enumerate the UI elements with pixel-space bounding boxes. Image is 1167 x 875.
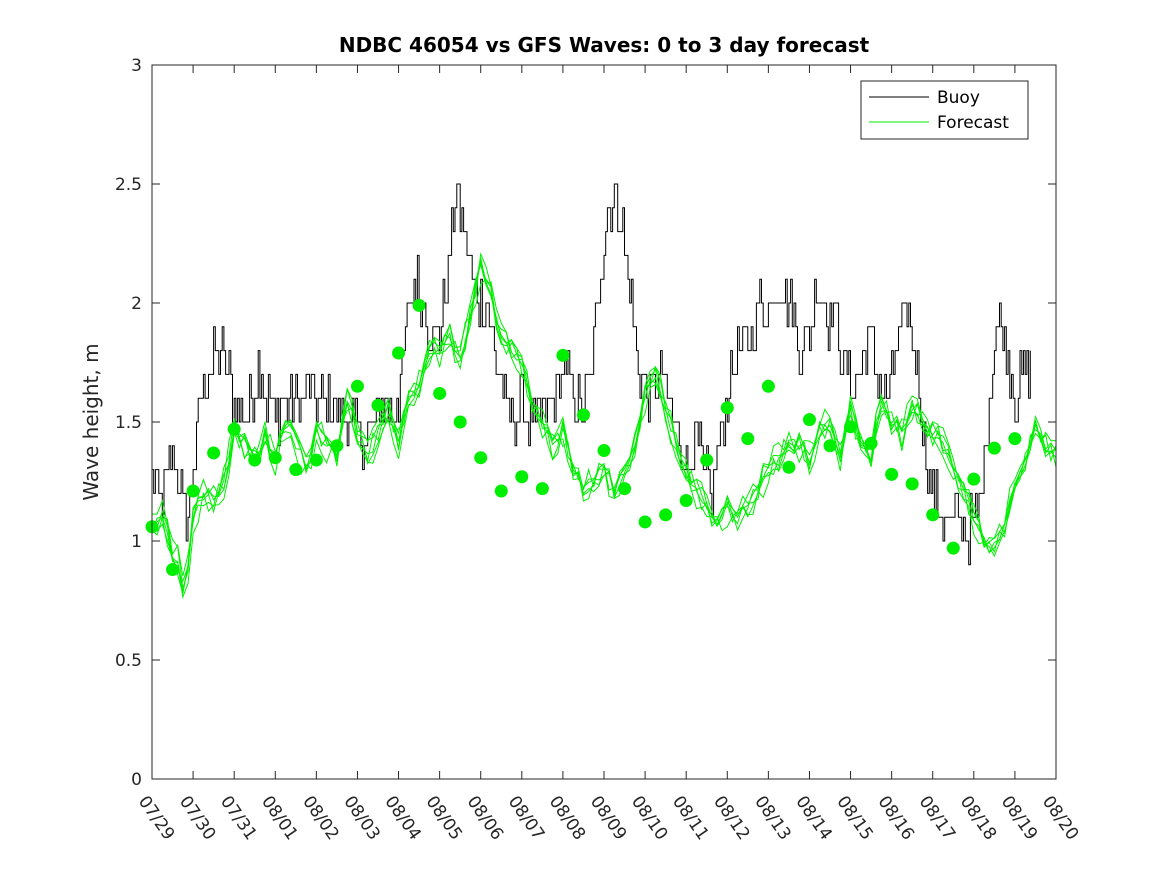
- x-tick-label: 08/07: [504, 792, 548, 844]
- x-tick-label: 08/13: [750, 792, 794, 844]
- analysis-point: [330, 439, 344, 453]
- legend-buoy-label: Buoy: [937, 88, 980, 108]
- analysis-point: [268, 451, 282, 465]
- analysis-point: [864, 436, 878, 450]
- y-tick-label: 1.5: [115, 413, 142, 433]
- x-tick-label: 08/04: [380, 792, 424, 844]
- analysis-point: [1008, 432, 1022, 446]
- y-tick-label: 0.5: [115, 651, 142, 671]
- analysis-point: [227, 422, 241, 436]
- analysis-point: [186, 484, 200, 498]
- analysis-point: [761, 379, 775, 393]
- analysis-point: [535, 482, 549, 496]
- analysis-point: [679, 494, 693, 508]
- analysis-points: [145, 298, 1022, 577]
- analysis-point: [412, 298, 426, 312]
- y-tick-label: 3: [131, 56, 142, 76]
- analysis-point: [289, 463, 303, 477]
- analysis-point: [309, 453, 323, 467]
- buoy-line: [152, 183, 1031, 566]
- analysis-point: [494, 484, 508, 498]
- analysis-point: [987, 441, 1001, 455]
- x-tick-label: 08/18: [956, 792, 1000, 844]
- plot-frame: [151, 64, 1057, 780]
- forecast-line: [151, 278, 1057, 600]
- legend-box: [860, 80, 1029, 140]
- analysis-point: [844, 420, 858, 434]
- x-tick-label: 08/10: [627, 792, 671, 844]
- analysis-point: [453, 415, 467, 429]
- x-tick-label: 08/05: [422, 792, 466, 844]
- x-tick-label: 08/03: [339, 792, 383, 844]
- y-tick-label: 0: [131, 770, 142, 790]
- x-tick-label: 08/15: [832, 792, 876, 844]
- analysis-point: [967, 472, 981, 486]
- x-tick-label: 08/19: [997, 792, 1041, 844]
- analysis-point: [350, 379, 364, 393]
- legend-forecast-label: Forecast: [937, 113, 1009, 133]
- x-tick-label: 08/09: [586, 792, 630, 844]
- x-tick-label: 08/20: [1038, 792, 1082, 844]
- analysis-point: [166, 563, 180, 577]
- x-tick-label: 08/06: [463, 792, 507, 844]
- analysis-point: [556, 348, 570, 362]
- analysis-point: [474, 451, 488, 465]
- x-tick-label: 08/11: [668, 792, 712, 844]
- x-tick-label: 08/02: [298, 792, 342, 844]
- analysis-point: [946, 541, 960, 555]
- x-tick-label: 07/30: [175, 792, 219, 844]
- analysis-point: [576, 408, 590, 422]
- y-axis-label: Wave height, m: [79, 343, 103, 500]
- x-tick-label: 08/16: [874, 792, 918, 844]
- y-tick-label: 2: [131, 294, 142, 314]
- legend: Buoy Forecast: [860, 80, 1029, 140]
- analysis-point: [741, 432, 755, 446]
- x-tick-label: 08/08: [545, 792, 589, 844]
- x-tick-label: 08/17: [915, 792, 959, 844]
- analysis-point: [207, 446, 221, 460]
- y-tick-label: 1: [131, 532, 142, 552]
- analysis-point: [638, 515, 652, 529]
- analysis-point: [392, 346, 406, 360]
- analysis-point: [782, 460, 796, 474]
- analysis-point: [802, 413, 816, 427]
- buoy-series: [152, 183, 1031, 566]
- analysis-point: [248, 453, 262, 467]
- x-tick-label: 08/12: [709, 792, 753, 844]
- analysis-point: [515, 470, 529, 484]
- analysis-point: [905, 477, 919, 491]
- forecast-line: [151, 261, 1057, 594]
- analysis-point: [700, 453, 714, 467]
- analysis-point: [618, 482, 632, 496]
- analysis-point: [371, 398, 385, 412]
- analysis-point: [659, 508, 673, 522]
- analysis-point: [823, 439, 837, 453]
- chart-title: NDBC 46054 vs GFS Waves: 0 to 3 day fore…: [339, 33, 870, 57]
- analysis-point: [885, 467, 899, 481]
- forecast-line: [151, 263, 1057, 577]
- analysis-point: [926, 508, 940, 522]
- x-tick-label: 08/14: [791, 792, 835, 844]
- forecast-series: [151, 252, 1057, 600]
- analysis-point: [433, 386, 447, 400]
- analysis-point: [597, 444, 611, 458]
- y-tick-label: 2.5: [115, 175, 142, 195]
- x-tick-label: 08/01: [257, 792, 301, 844]
- analysis-point: [720, 401, 734, 415]
- x-tick-label: 07/29: [134, 792, 178, 844]
- x-tick-label: 07/31: [216, 792, 260, 844]
